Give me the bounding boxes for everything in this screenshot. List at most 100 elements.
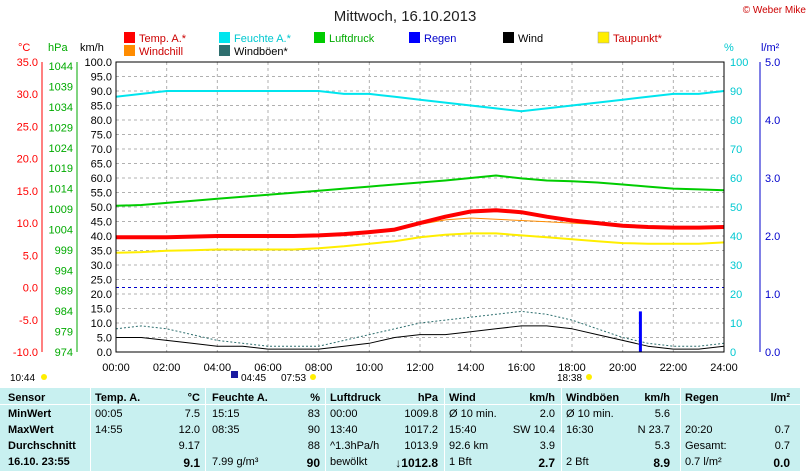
header-rain-unit: l/m² xyxy=(770,392,790,404)
wind-tick-label: 85.0 xyxy=(91,101,112,113)
legend-label-gusts: Windböen* xyxy=(234,46,289,58)
temp-tick-label: 25.0 xyxy=(17,121,38,133)
stats-cell: 15:40 xyxy=(449,424,477,436)
stats-cell: 15:15 xyxy=(212,408,240,420)
stats-cell: 0.0 xyxy=(773,456,790,470)
x-tick-label: 08:00 xyxy=(305,362,333,374)
hum-tick-label: 80 xyxy=(730,115,742,127)
header-wind-unit: km/h xyxy=(529,392,555,404)
stats-header-row: Sensor Temp. A. °C Feuchte A. % Luftdruc… xyxy=(0,391,800,406)
header-press: Luftdruck xyxy=(330,392,381,404)
series-taupunkt xyxy=(115,232,725,254)
header-sensor: Sensor xyxy=(8,392,46,404)
temp-tick-label: 10.0 xyxy=(17,218,38,230)
wind-tick-label: 55.0 xyxy=(91,188,112,200)
temp-tick-label: -10.0 xyxy=(13,347,38,359)
series-windb-en xyxy=(115,310,725,347)
legend-swatch-press xyxy=(314,32,325,43)
stats-cell: 8.9 xyxy=(653,456,670,470)
stats-row: MaxWert 14:55 12.0 08:35 90 13:40 1017.2 15:40 S… xyxy=(0,423,800,438)
wind-tick-label: 20.0 xyxy=(91,289,112,301)
series-wind xyxy=(116,325,725,350)
header-hum-unit: % xyxy=(310,392,320,404)
press-tick-label: 979 xyxy=(55,327,73,339)
legend-swatch-hum xyxy=(219,32,230,43)
axis-ticks: 100.095.090.085.080.075.070.065.060.055.… xyxy=(13,57,780,374)
hum-tick-label: 100 xyxy=(730,57,748,69)
press-tick-label: 1024 xyxy=(49,143,73,155)
stats-cell: 1013.9 xyxy=(404,440,438,452)
header-temp-unit: °C xyxy=(187,392,200,404)
stats-cell: N 23.7 xyxy=(637,424,670,436)
stats-cell: SW 10.4 xyxy=(512,424,555,436)
stats-row-label: MaxWert xyxy=(8,424,54,436)
wind-tick-label: 95.0 xyxy=(91,72,112,84)
sunrise-icon xyxy=(310,374,316,380)
stats-cell: 5.3 xyxy=(654,440,670,452)
x-tick-label: 18:00 xyxy=(558,362,586,374)
press-tick-label: 999 xyxy=(55,245,73,257)
wind-tick-label: 15.0 xyxy=(91,304,112,316)
chart-grid xyxy=(41,62,761,352)
sunrise-time: 07:53 xyxy=(281,373,306,384)
hum-tick-label: 50 xyxy=(730,202,742,214)
legend-label-windchill: Windchill xyxy=(139,46,183,58)
series-feuchte-a xyxy=(115,90,725,113)
stats-cell: 20:20 xyxy=(685,424,713,436)
header-press-unit: hPa xyxy=(417,392,438,404)
stats-cell: ↓1012.8 xyxy=(395,456,438,470)
rain-tick-label: 2.0 xyxy=(765,231,780,243)
wind-tick-label: 90.0 xyxy=(91,86,112,98)
rain-tick-label: 5.0 xyxy=(765,57,780,69)
wind-tick-label: 100.0 xyxy=(84,57,112,69)
wind-tick-label: 10.0 xyxy=(91,318,112,330)
legend-label-dewpoint: Taupunkt* xyxy=(613,33,663,45)
stats-cell: 12.0 xyxy=(178,424,200,436)
stats-cell: Ø 10 min. xyxy=(449,408,497,420)
x-tick-label: 22:00 xyxy=(660,362,688,374)
stats-cell: 3.9 xyxy=(539,440,555,452)
press-tick-label: 989 xyxy=(55,286,73,298)
header-gusts-unit: km/h xyxy=(644,392,670,404)
hum-tick-label: 90 xyxy=(730,86,742,98)
wind-tick-label: 75.0 xyxy=(91,130,112,142)
x-tick-label: 24:00 xyxy=(710,362,738,374)
hum-tick-label: 0 xyxy=(730,347,736,359)
series-lines xyxy=(115,90,725,352)
stats-cell: 88 xyxy=(307,440,320,452)
stats-cell: bewölkt xyxy=(330,456,368,468)
stats-col-divider xyxy=(325,388,326,471)
stats-cell: 1009.8 xyxy=(404,408,438,420)
x-tick-label: 12:00 xyxy=(406,362,434,374)
legend-label-press: Luftdruck xyxy=(329,33,375,45)
press-tick-label: 1009 xyxy=(49,204,73,216)
legend-swatch-temp xyxy=(124,32,135,43)
axis-unit-hum: % xyxy=(724,42,734,54)
hum-tick-label: 30 xyxy=(730,260,742,272)
stats-cell: Gesamt: xyxy=(685,440,727,452)
press-tick-label: 1039 xyxy=(49,82,73,94)
stats-cell: 2.7 xyxy=(538,456,555,470)
press-tick-label: 1004 xyxy=(49,224,73,236)
stats-cell: 90 xyxy=(307,424,320,436)
statistics-table: Sensor Temp. A. °C Feuchte A. % Luftdruc… xyxy=(0,388,800,471)
rain-tick-label: 4.0 xyxy=(765,115,780,127)
legend-label-wind: Wind xyxy=(518,33,543,45)
wind-tick-label: 65.0 xyxy=(91,159,112,171)
press-tick-label: 1044 xyxy=(49,61,73,73)
stats-cell: 0.7 xyxy=(774,424,790,436)
stats-cell: 13:40 xyxy=(330,424,358,436)
stats-cell: 2.0 xyxy=(539,408,555,420)
series-luftdruck xyxy=(115,174,725,207)
legend-label-temp: Temp. A.* xyxy=(139,33,187,45)
wind-tick-label: 70.0 xyxy=(91,144,112,156)
stats-cell: 08:35 xyxy=(212,424,240,436)
sunset-icon xyxy=(586,374,592,380)
wind-tick-label: 50.0 xyxy=(91,202,112,214)
stats-cell: 90 xyxy=(306,456,320,470)
stats-cell: 0.7 l/m² xyxy=(685,456,722,468)
hum-tick-label: 10 xyxy=(730,318,742,330)
stats-cell: 1017.2 xyxy=(404,424,438,436)
axis-unit-press: hPa xyxy=(48,42,68,54)
stats-divider xyxy=(0,404,800,405)
